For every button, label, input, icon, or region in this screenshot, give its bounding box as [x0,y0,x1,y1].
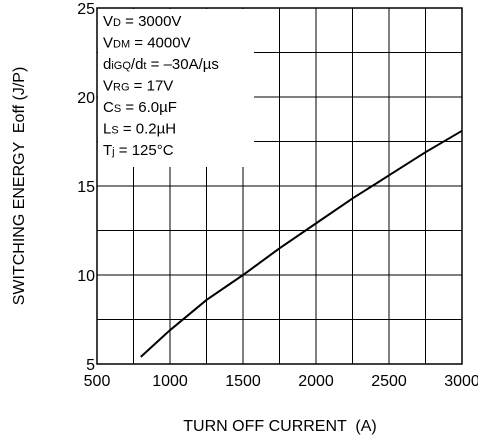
x-tick-label: 1000 [152,373,188,390]
x-axis-label: TURN OFF CURRENT (A) [183,418,376,435]
annotation-part: RG [113,82,130,94]
annotation-part: = 3000V [121,13,181,30]
annotation-part: = 6.0µF [121,99,177,116]
y-tick-label: 25 [77,1,95,18]
annotation-part: S [111,125,118,137]
plot-frame [96,7,463,365]
annotation-part: = 125°C [115,142,174,159]
y-tick-label: 10 [77,268,95,285]
annotation: VDM = 4000V [103,35,191,52]
annotation-part: iGQ [111,60,131,72]
line-series [140,129,463,358]
annotation-part: C [103,99,114,116]
x-tick-label: 2000 [298,373,334,390]
annotation-box [98,9,254,167]
x-tick-label: 500 [84,373,111,390]
annotation: LS = 0.2µH [103,121,176,138]
annotation-part: = –30A/µs [146,56,218,73]
x-tick-label: 2500 [371,373,407,390]
annotation-part: = 4000V [130,35,190,52]
y-tick-label: 20 [77,90,95,107]
annotation: CS = 6.0µF [103,99,177,116]
y-tick-label: 15 [77,179,95,196]
x-tick-label: 3000 [444,373,478,390]
annotation-part: D [113,17,121,29]
y-tick-label: 5 [86,357,95,374]
annotation: diGQ/dt = –30A/µs [103,56,219,73]
annotation-part: /d [131,56,144,73]
annotation-part: V [103,78,113,95]
annotation-part: t [143,60,146,72]
annotation-part: DM [113,39,130,51]
annotation-part: d [103,56,111,73]
annotation-part: j [111,146,114,158]
annotation-part: S [114,103,121,115]
annotation: VD = 3000V [103,13,181,30]
annotation-part: V [103,35,113,52]
annotation: VRG = 17V [103,78,173,95]
annotation-part: T [103,142,112,159]
annotation-part: = 0.2µH [119,121,176,138]
annotation-part: = 17V [130,78,174,95]
annotation-part: V [103,13,113,30]
y-axis-label: SWITCHING ENERGY Eoff (J/P) [11,67,28,306]
annotation: Tj = 125°C [103,142,174,159]
x-tick-label: 1500 [225,373,261,390]
annotation-part: L [103,121,111,138]
